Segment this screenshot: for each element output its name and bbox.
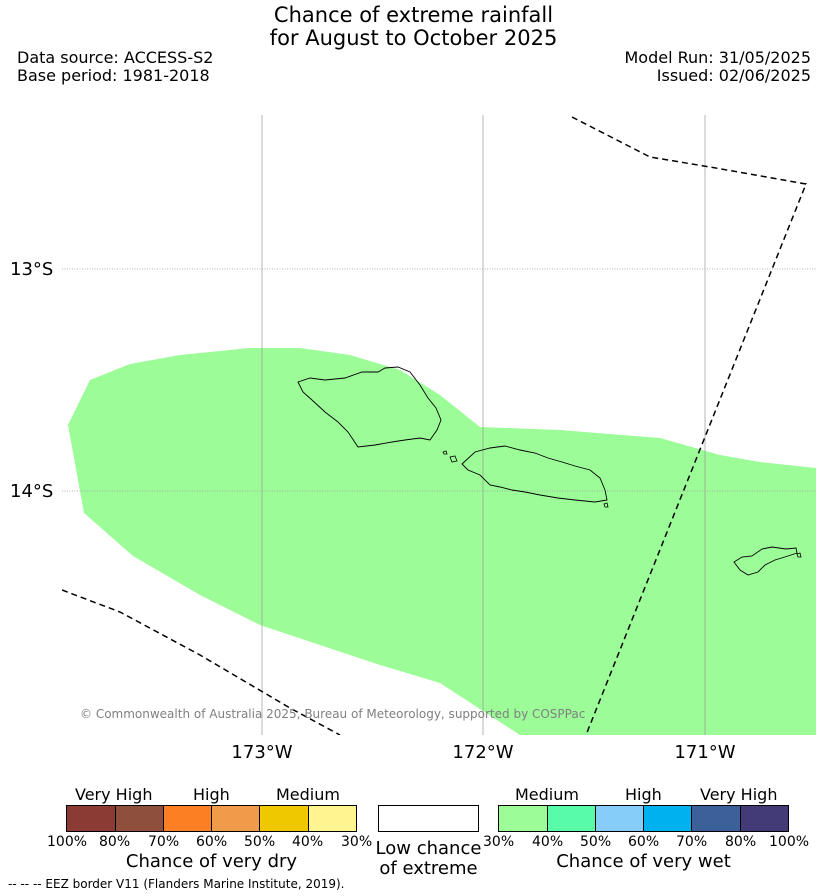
wet-tick-100: 100% xyxy=(769,834,810,850)
wet-swatch-6 xyxy=(741,806,788,831)
model-run: Model Run: 31/05/2025 xyxy=(624,48,812,67)
low-caption-line2: of extreme xyxy=(379,858,478,879)
low-caption-line1: Low chance xyxy=(375,838,482,859)
issued-date: Issued: 02/06/2025 xyxy=(656,66,811,85)
lon-label-172w: 172°W xyxy=(452,742,513,763)
eez-border xyxy=(62,116,808,735)
wet-swatch-3 xyxy=(596,806,644,831)
dry-swatch-3 xyxy=(164,806,212,831)
dry-swatch-2 xyxy=(116,806,164,831)
wet-header-medium: Medium xyxy=(515,785,579,804)
medium-wet-region xyxy=(68,348,816,735)
dry-tick-100: 100% xyxy=(47,834,88,850)
graticule xyxy=(261,115,706,735)
wet-swatch-4 xyxy=(644,806,692,831)
small-islet xyxy=(603,502,609,508)
data-source: Data source: ACCESS-S2 xyxy=(17,48,214,67)
wet-header-very-high: Very High xyxy=(700,785,778,804)
dry-header-high: High xyxy=(193,785,230,804)
eez-footnote: -- -- -- EEZ border V11 (Flanders Marine… xyxy=(8,877,345,891)
latitude-lines xyxy=(62,268,816,492)
wet-header-high: High xyxy=(625,785,662,804)
dry-tick-30: 30% xyxy=(341,834,373,850)
dry-swatch-6 xyxy=(309,806,356,831)
dry-tick-40: 40% xyxy=(292,834,324,850)
savaii-island xyxy=(297,366,442,448)
wet-tick-50: 50% xyxy=(580,834,612,850)
wet-tick-60: 60% xyxy=(628,834,660,850)
lon-label-171w: 171°W xyxy=(674,742,735,763)
wet-tick-40: 40% xyxy=(532,834,564,850)
dry-tick-80: 80% xyxy=(99,834,131,850)
dry-caption: Chance of very dry xyxy=(125,851,298,872)
wet-tick-70: 70% xyxy=(676,834,708,850)
wet-swatch-5 xyxy=(692,806,741,831)
apolima-islet xyxy=(449,455,458,463)
map-canvas: 13°S 14°S 173°W 172°W 171°W © Commonweal… xyxy=(10,115,816,763)
low-chance-swatch xyxy=(378,805,479,832)
dry-tick-50: 50% xyxy=(244,834,276,850)
manono-islet xyxy=(442,450,448,455)
dry-swatch-5 xyxy=(260,806,309,831)
dry-swatch-4 xyxy=(212,806,260,831)
upolu-island xyxy=(461,445,608,503)
map-title-line2: for August to October 2025 xyxy=(269,26,558,50)
copyright-notice: © Commonwealth of Australia 2025, Bureau… xyxy=(80,707,585,721)
wet-swatch-1 xyxy=(499,806,548,831)
dry-header-medium: Medium xyxy=(276,785,340,804)
lat-label-14s: 14°S xyxy=(10,481,53,502)
dry-tick-70: 70% xyxy=(148,834,180,850)
lon-label-173w: 173°W xyxy=(231,742,292,763)
wet-colorbar xyxy=(498,805,789,832)
base-period: Base period: 1981-2018 xyxy=(17,66,210,85)
dry-header-very-high: Very High xyxy=(75,785,153,804)
wet-tick-80: 80% xyxy=(725,834,757,850)
map-title-line1: Chance of extreme rainfall xyxy=(273,3,554,27)
tutuila-island xyxy=(733,546,798,576)
wet-tick-30: 30% xyxy=(483,834,515,850)
aunuu-islet xyxy=(796,552,802,558)
dry-tick-60: 60% xyxy=(196,834,228,850)
dry-swatch-1 xyxy=(67,806,116,831)
dry-colorbar xyxy=(66,805,357,832)
wet-swatch-2 xyxy=(548,806,596,831)
lat-label-13s: 13°S xyxy=(10,259,53,280)
wet-caption: Chance of very wet xyxy=(556,851,731,872)
